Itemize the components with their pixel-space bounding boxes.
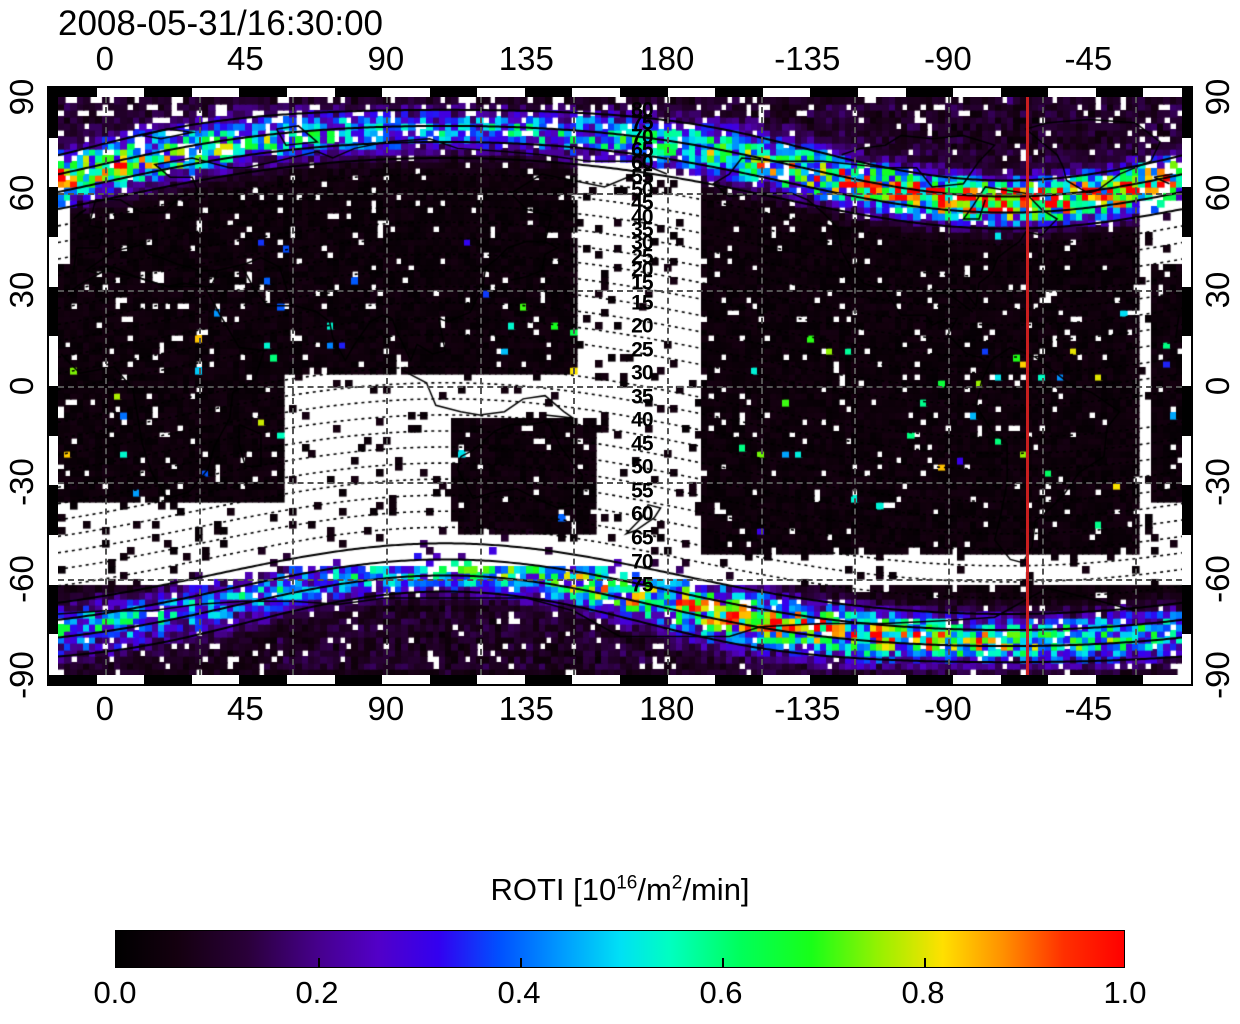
x-tick-90: 90	[367, 40, 405, 77]
colorbar-tick	[520, 958, 522, 967]
maglat-label-45: 45	[631, 432, 653, 456]
map-plot[interactable]: 80 75 70 65 60 55 50 45 40 35 30 25 20 15 15 20 25 30 35 40…	[47, 86, 1193, 686]
maglat-label-35: 35	[631, 385, 653, 409]
colorbar-tick-0.0: 0.0	[93, 975, 137, 1010]
x-tick-0: 0	[95, 690, 115, 727]
maglat-label-80: 80	[631, 98, 653, 122]
maglat-label-30: 30	[631, 231, 653, 255]
x-tick-45: 45	[226, 40, 264, 77]
maglat-label-40: 40	[631, 408, 653, 432]
x-tick--135: -135	[774, 40, 841, 77]
maglat-label-40: 40	[631, 205, 653, 229]
maglat-label-55: 55	[631, 479, 653, 503]
y-tick-neg90: -90	[1199, 651, 1236, 699]
y-tick-60: 60	[3, 174, 40, 212]
maglat-label-60: 60	[631, 151, 653, 175]
gridline-lat	[58, 386, 1182, 388]
maglat-label-50: 50	[631, 455, 653, 479]
colorbar-tick	[722, 958, 724, 967]
y-tick-neg60: -60	[1199, 554, 1236, 603]
colorbar-title-main: ROTI [10	[490, 872, 617, 907]
gridline-lat	[58, 193, 1182, 196]
maglat-label-55: 55	[631, 165, 653, 189]
frame-band-bottom	[49, 675, 1191, 684]
colorbar-exp-16: 16	[616, 872, 638, 894]
colorbar-tick-0.2: 0.2	[295, 975, 339, 1010]
colorbar-tick	[924, 958, 926, 967]
colorbar-tick-0.6: 0.6	[699, 975, 743, 1010]
y-tick-60: 60	[1199, 174, 1236, 212]
maglat-label-65: 65	[631, 526, 653, 550]
maglat-label-45: 45	[631, 191, 653, 215]
plot-overlays: 80 75 70 65 60 55 50 45 40 35 30 25 20 15 15 20 25 30 35 40…	[58, 97, 1182, 675]
maglat-label-20: 20	[631, 314, 653, 338]
gridline-lat	[58, 289, 1182, 292]
maglat-label-75: 75	[631, 573, 653, 597]
maglat-label-15: 15	[631, 291, 653, 314]
colorbar-tick-1.0: 1.0	[1103, 975, 1147, 1010]
y-tick-0: 0	[1199, 376, 1236, 396]
maglat-label-75: 75	[631, 111, 653, 135]
colorbar-tick-0.4: 0.4	[497, 975, 541, 1010]
x-tick-180: 180	[639, 40, 695, 77]
maglat-label-30: 30	[631, 361, 653, 385]
x-tick-135: 135	[498, 690, 554, 727]
maglat-label-70: 70	[631, 125, 653, 149]
x-tick-135: 135	[498, 40, 554, 77]
gridline-lat	[58, 578, 1182, 581]
gridline-lat	[58, 482, 1182, 485]
x-tick--45: -45	[1064, 690, 1113, 727]
page-title: 2008-05-31/16:30:00	[58, 4, 383, 43]
y-tick-neg90: -90	[3, 651, 40, 699]
maglat-label-35: 35	[631, 218, 653, 242]
colorbar-title-mid: /m	[637, 872, 672, 907]
plot-area[interactable]: 80 75 70 65 60 55 50 45 40 35 30 25 20 15 15 20 25 30 35 40…	[58, 97, 1182, 675]
maglat-label-25: 25	[631, 338, 653, 362]
y-tick-neg30: -30	[1199, 458, 1236, 507]
colorbar-title-end: /min]	[682, 872, 750, 907]
y-tick-90: 90	[3, 78, 40, 116]
frame-band-top	[49, 88, 1191, 97]
y-tick-0: 0	[3, 376, 40, 396]
y-tick-neg30: -30	[3, 458, 40, 507]
maglat-label-60: 60	[631, 502, 653, 526]
x-tick-180: 180	[639, 690, 695, 727]
colorbar[interactable]	[115, 930, 1125, 968]
colorbar-tick-0.8: 0.8	[901, 975, 945, 1010]
maglat-label-25: 25	[631, 245, 653, 269]
x-tick--90: -90	[923, 690, 972, 727]
maglat-label-50: 50	[631, 178, 653, 202]
colorbar-tick	[318, 958, 320, 967]
plot-frame	[47, 86, 1193, 686]
y-tick-30: 30	[3, 271, 40, 309]
maglat-label-70: 70	[631, 550, 653, 574]
y-tick-90: 90	[1199, 78, 1236, 116]
x-tick--45: -45	[1064, 40, 1113, 77]
colorbar-exp-2: 2	[671, 872, 683, 894]
frame-band-right	[1182, 88, 1191, 684]
x-tick-0: 0	[95, 40, 115, 77]
maglat-label-15: 15	[631, 271, 653, 295]
colorbar-title: ROTI [1016/m2/min]	[490, 872, 749, 908]
y-tick-neg60: -60	[3, 554, 40, 603]
x-tick--90: -90	[923, 40, 972, 77]
x-tick--135: -135	[774, 690, 841, 727]
frame-band-left	[49, 88, 58, 684]
magnetic-noon-meridian	[1025, 97, 1029, 675]
maglat-label-20: 20	[631, 258, 653, 282]
x-tick-90: 90	[367, 690, 405, 727]
y-tick-30: 30	[1199, 271, 1236, 309]
maglat-label-65: 65	[631, 138, 653, 162]
x-tick-45: 45	[226, 690, 264, 727]
